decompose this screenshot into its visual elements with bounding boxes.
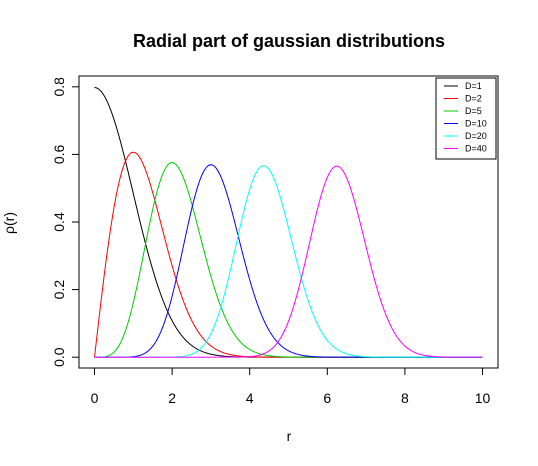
x-axis: 0 2 4 6 8 10 xyxy=(91,367,491,406)
x-tick-label: 6 xyxy=(323,390,331,406)
y-axis: 0.0 0.2 0.4 0.6 0.8 xyxy=(51,77,80,367)
series-layer xyxy=(94,87,483,358)
legend-label: D=2 xyxy=(465,94,482,104)
y-tick-label: 0.2 xyxy=(51,280,67,300)
y-tick-label: 0.0 xyxy=(51,347,67,367)
legend-label: D=40 xyxy=(465,144,487,154)
x-tick-label: 2 xyxy=(168,390,176,406)
series-line-d-2 xyxy=(94,151,483,358)
legend: D=1 D=2 D=5 D=10 D=20 D=40 xyxy=(435,77,497,160)
legend-box xyxy=(435,77,497,160)
x-axis-label: r xyxy=(287,428,292,444)
y-tick-label: 0.6 xyxy=(51,144,67,164)
series-line-d-1 xyxy=(94,87,483,358)
x-tick-label: 8 xyxy=(401,390,409,406)
x-tick-label: 0 xyxy=(91,390,99,406)
legend-label: D=5 xyxy=(465,106,482,116)
y-tick-label: 0.8 xyxy=(51,77,67,97)
legend-label: D=1 xyxy=(465,81,482,91)
legend-label: D=20 xyxy=(465,131,487,141)
legend-label: D=10 xyxy=(465,119,487,129)
x-tick-label: 10 xyxy=(475,390,491,406)
y-tick-label: 0.4 xyxy=(51,212,67,232)
series-line-d-40 xyxy=(94,165,483,358)
x-tick-label: 4 xyxy=(246,390,254,406)
plot-frame xyxy=(78,75,499,369)
chart-title: Radial part of gaussian distributions xyxy=(133,31,445,51)
y-axis-label: ρ(r) xyxy=(1,212,17,234)
